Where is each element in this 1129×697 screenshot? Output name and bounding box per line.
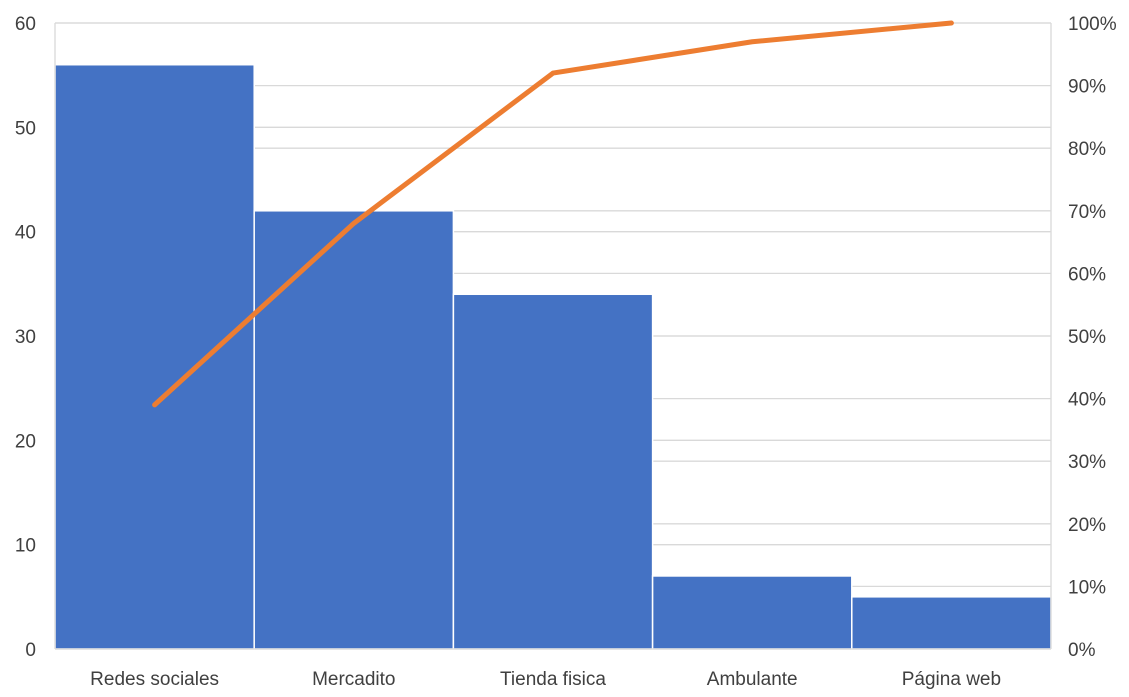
right-tick-label: 100% xyxy=(1068,14,1117,35)
left-tick-label: 40 xyxy=(15,223,36,244)
left-tick-label: 60 xyxy=(15,14,36,35)
bar-4 xyxy=(653,576,852,649)
left-tick-label: 30 xyxy=(15,327,36,348)
right-tick-label: 60% xyxy=(1068,264,1106,285)
bar-5 xyxy=(852,597,1051,649)
bar-2 xyxy=(254,211,453,649)
right-tick-label: 80% xyxy=(1068,139,1106,160)
left-axis-tick-labels: 0 10 20 30 40 50 60 xyxy=(15,14,36,661)
right-axis-tick-labels: 0% 10% 20% 30% 40% 50% 60% 70% 80% 90% 100% xyxy=(1068,14,1117,661)
bar-3 xyxy=(453,294,652,649)
right-tick-label: 20% xyxy=(1068,515,1106,536)
left-tick-label: 20 xyxy=(15,431,36,452)
category-label: Redes sociales xyxy=(90,669,219,690)
right-tick-label: 30% xyxy=(1068,452,1106,473)
left-tick-label: 0 xyxy=(25,640,36,661)
right-tick-label: 70% xyxy=(1068,202,1106,223)
category-label: Mercadito xyxy=(312,669,395,690)
right-tick-label: 0% xyxy=(1068,640,1096,661)
left-tick-label: 50 xyxy=(15,118,36,139)
category-label: Tienda fisica xyxy=(500,669,606,690)
bar-1 xyxy=(55,65,254,649)
category-labels: Redes sociales Mercadito Tienda fisica Ambu… xyxy=(90,669,1001,690)
right-tick-label: 50% xyxy=(1068,327,1106,348)
right-tick-label: 10% xyxy=(1068,577,1106,598)
category-label: Página web xyxy=(902,669,1001,690)
right-tick-label: 40% xyxy=(1068,390,1106,411)
category-label: Ambulante xyxy=(707,669,798,690)
left-tick-label: 10 xyxy=(15,536,36,557)
right-tick-label: 90% xyxy=(1068,77,1106,98)
